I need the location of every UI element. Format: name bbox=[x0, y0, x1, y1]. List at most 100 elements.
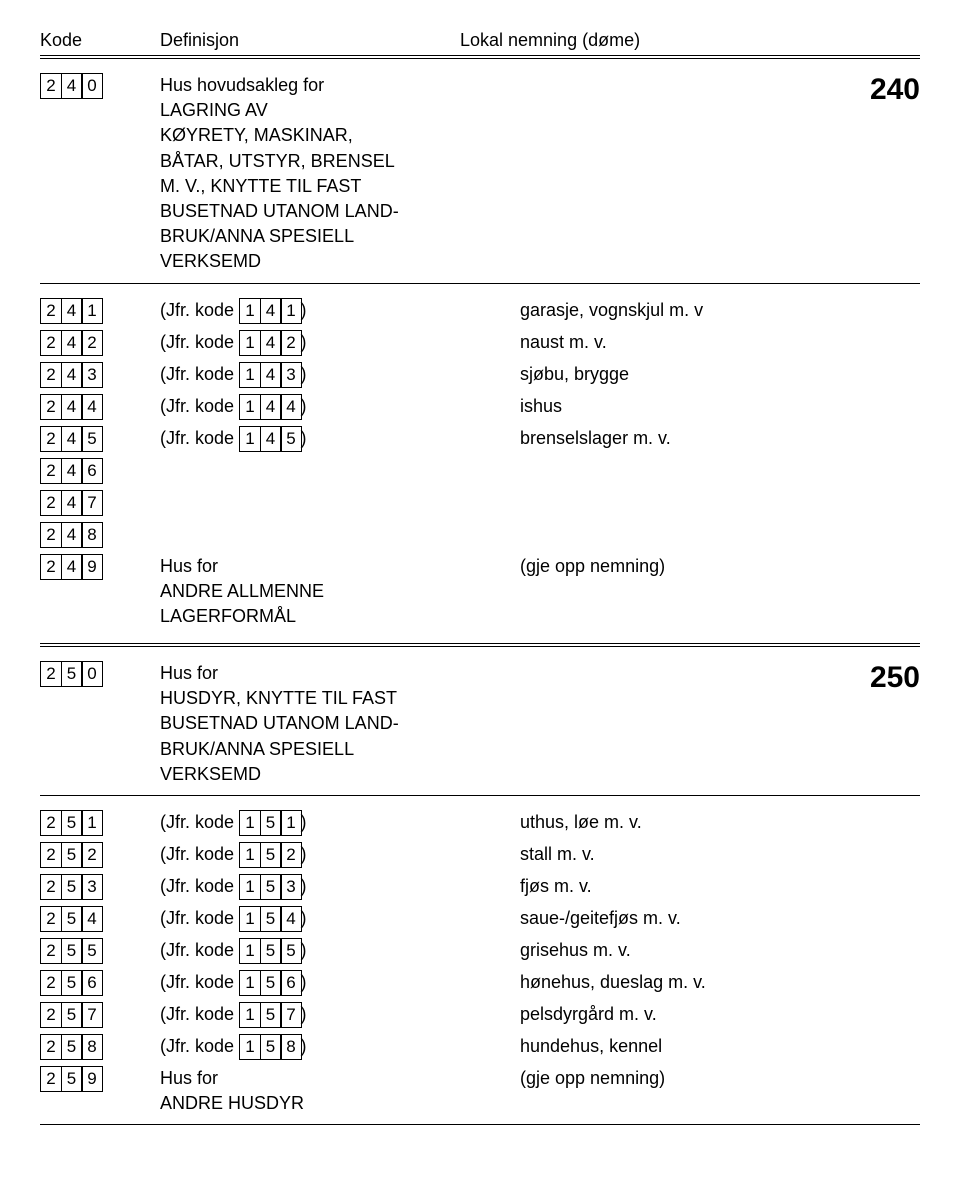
def-cell: (Jfr. kode 145) bbox=[160, 426, 520, 452]
lokal-cell: hønehus, dueslag m. v. bbox=[520, 970, 920, 995]
lokal-cell: saue-/geitefjøs m. v. bbox=[520, 906, 920, 931]
header-kode: Kode bbox=[40, 30, 160, 51]
table-row: 253 (Jfr. kode 153)fjøs m. v. bbox=[40, 874, 920, 900]
table-row: 257 (Jfr. kode 157)pelsdyrgård m. v. bbox=[40, 1002, 920, 1028]
lokal-cell: grisehus m. v. bbox=[520, 938, 920, 963]
table-row: 258 (Jfr. kode 158)hundehus, kennel bbox=[40, 1034, 920, 1060]
code-box: 257 bbox=[40, 1002, 102, 1028]
code-cell: 258 bbox=[40, 1034, 160, 1060]
code-box: 141 bbox=[239, 298, 301, 324]
code-box: 145 bbox=[239, 426, 301, 452]
section-250-header: 2 5 0 Hus forHUSDYR, KNYTTE TIL FASTBUSE… bbox=[40, 661, 920, 787]
section-number-250: 250 bbox=[780, 661, 920, 695]
lokal-cell: stall m. v. bbox=[520, 842, 920, 867]
lokal-cell: pelsdyrgård m. v. bbox=[520, 1002, 920, 1027]
code-cell: 259 bbox=[40, 1066, 160, 1092]
lokal-cell: ishus bbox=[520, 394, 920, 419]
def-cell: (Jfr. kode 158) bbox=[160, 1034, 520, 1060]
lokal-cell: garasje, vognskjul m. v bbox=[520, 298, 920, 323]
def-cell: Hus forANDRE HUSDYR bbox=[160, 1066, 520, 1116]
code-cell: 243 bbox=[40, 362, 160, 388]
code-240: 2 4 0 bbox=[40, 73, 102, 99]
code-cell: 251 bbox=[40, 810, 160, 836]
code-box: 248 bbox=[40, 522, 102, 548]
table-row: 254(Jfr. kode 154)saue-/geitefjøs m. v. bbox=[40, 906, 920, 932]
section-250-rows: 251(Jfr. kode 151)uthus, løe m. v.252(Jf… bbox=[40, 810, 920, 1116]
table-row: 247 bbox=[40, 490, 920, 516]
code-cell: 244 bbox=[40, 394, 160, 420]
section-240-header: 2 4 0 Hus hovudsakleg forLAGRING AVKØYRE… bbox=[40, 73, 920, 275]
table-row: 248 bbox=[40, 522, 920, 548]
code-box: 157 bbox=[239, 1002, 301, 1028]
def-cell: (Jfr. kode 156) bbox=[160, 970, 520, 996]
code-box: 253 bbox=[40, 874, 102, 900]
table-row: 259 Hus forANDRE HUSDYR(gje opp nemning) bbox=[40, 1066, 920, 1116]
code-box: 144 bbox=[239, 394, 301, 420]
code-box: 242 bbox=[40, 330, 102, 356]
code-box: 154 bbox=[239, 906, 301, 932]
def-text: Hus forHUSDYR, KNYTTE TIL FASTBUSETNAD U… bbox=[160, 661, 520, 787]
table-row: 246 bbox=[40, 458, 920, 484]
code-cell: 256 bbox=[40, 970, 160, 996]
code-box: 244 bbox=[40, 394, 102, 420]
code-box: 254 bbox=[40, 906, 102, 932]
code-250: 2 5 0 bbox=[40, 661, 102, 687]
code-box: 156 bbox=[239, 970, 301, 996]
code-cell: 257 bbox=[40, 1002, 160, 1028]
table-header: Kode Definisjon Lokal nemning (døme) bbox=[40, 30, 920, 59]
code-box: 153 bbox=[239, 874, 301, 900]
header-lokal: Lokal nemning (døme) bbox=[460, 30, 920, 51]
lokal-cell: hundehus, kennel bbox=[520, 1034, 920, 1059]
lokal-cell: (gje opp nemning) bbox=[520, 1066, 920, 1091]
code-box: 259 bbox=[40, 1066, 102, 1092]
code-box: 251 bbox=[40, 810, 102, 836]
table-row: 249 Hus forANDRE ALLMENNELAGERFORMÅL(gje … bbox=[40, 554, 920, 630]
code-box: 241 bbox=[40, 298, 102, 324]
def-cell: (Jfr. kode 152) bbox=[160, 842, 520, 868]
table-row: 252 (Jfr. kode 152)stall m. v. bbox=[40, 842, 920, 868]
code-box: 256 bbox=[40, 970, 102, 996]
code-cell: 254 bbox=[40, 906, 160, 932]
table-row: 255 (Jfr. kode 155)grisehus m. v. bbox=[40, 938, 920, 964]
lokal-cell: brenselslager m. v. bbox=[520, 426, 920, 451]
code-cell: 253 bbox=[40, 874, 160, 900]
table-row: 251(Jfr. kode 151)uthus, løe m. v. bbox=[40, 810, 920, 836]
rule bbox=[40, 283, 920, 284]
def-text: Hus hovudsakleg forLAGRING AVKØYRETY, MA… bbox=[160, 73, 520, 275]
code-box: 252 bbox=[40, 842, 102, 868]
def-cell: Hus forANDRE ALLMENNELAGERFORMÅL bbox=[160, 554, 520, 630]
code-box: 155 bbox=[239, 938, 301, 964]
code-cell: 241 bbox=[40, 298, 160, 324]
code-box: 243 bbox=[40, 362, 102, 388]
code-box: 247 bbox=[40, 490, 102, 516]
code-cell: 252 bbox=[40, 842, 160, 868]
section-240-rows: 241 (Jfr. kode 141)garasje, vognskjul m. … bbox=[40, 298, 920, 630]
code-box: 158 bbox=[239, 1034, 301, 1060]
code-box: 258 bbox=[40, 1034, 102, 1060]
code-box: 245 bbox=[40, 426, 102, 452]
code-cell: 249 bbox=[40, 554, 160, 580]
def-cell: (Jfr. kode 153) bbox=[160, 874, 520, 900]
table-row: 256 (Jfr. kode 156)hønehus, dueslag m. v. bbox=[40, 970, 920, 996]
code-cell: 247 bbox=[40, 490, 160, 516]
def-cell: (Jfr. kode 155) bbox=[160, 938, 520, 964]
code-box: 255 bbox=[40, 938, 102, 964]
rule bbox=[40, 1124, 920, 1125]
table-row: 241 (Jfr. kode 141)garasje, vognskjul m. … bbox=[40, 298, 920, 324]
code-box: 2 4 0 bbox=[40, 73, 160, 99]
def-cell: (Jfr. kode 157) bbox=[160, 1002, 520, 1028]
def-cell: (Jfr. kode 141) bbox=[160, 298, 520, 324]
lokal-cell: (gje opp nemning) bbox=[520, 554, 920, 579]
table-row: 243(Jfr. kode 143)sjøbu, brygge bbox=[40, 362, 920, 388]
lokal-cell: fjøs m. v. bbox=[520, 874, 920, 899]
code-box: 2 5 0 bbox=[40, 661, 160, 687]
code-box: 143 bbox=[239, 362, 301, 388]
code-box: 246 bbox=[40, 458, 102, 484]
def-cell: (Jfr. kode 142) bbox=[160, 330, 520, 356]
lokal-cell: naust m. v. bbox=[520, 330, 920, 355]
code-box: 249 bbox=[40, 554, 102, 580]
header-definisjon: Definisjon bbox=[160, 30, 460, 51]
def-cell: (Jfr. kode 144) bbox=[160, 394, 520, 420]
def-cell: (Jfr. kode 151) bbox=[160, 810, 520, 836]
code-cell: 255 bbox=[40, 938, 160, 964]
